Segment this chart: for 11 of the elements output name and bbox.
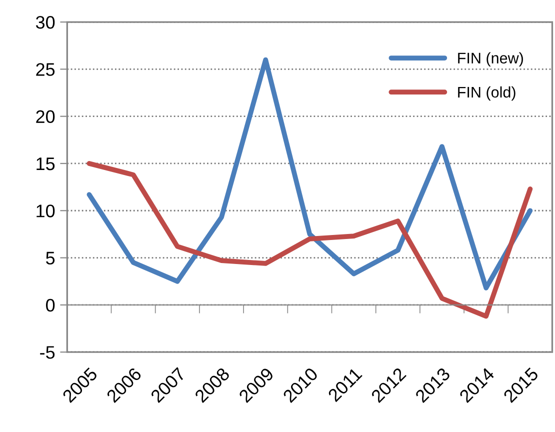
y-tick-label: 20 — [36, 110, 55, 124]
y-tick-label: 15 — [36, 158, 55, 170]
legend-label: FIN (old) — [458, 86, 516, 101]
y-tick-label: 5 — [46, 252, 55, 264]
y-tick-label: 25 — [36, 63, 55, 76]
line-series — [86, 161, 533, 319]
y-tick-label: 10 — [36, 204, 55, 218]
legend-label: FIN (new) — [458, 52, 523, 67]
y-tick-label: 0 — [46, 298, 55, 312]
y-tick-label: 30 — [36, 16, 55, 29]
y-tick-label: -5 — [40, 346, 55, 359]
